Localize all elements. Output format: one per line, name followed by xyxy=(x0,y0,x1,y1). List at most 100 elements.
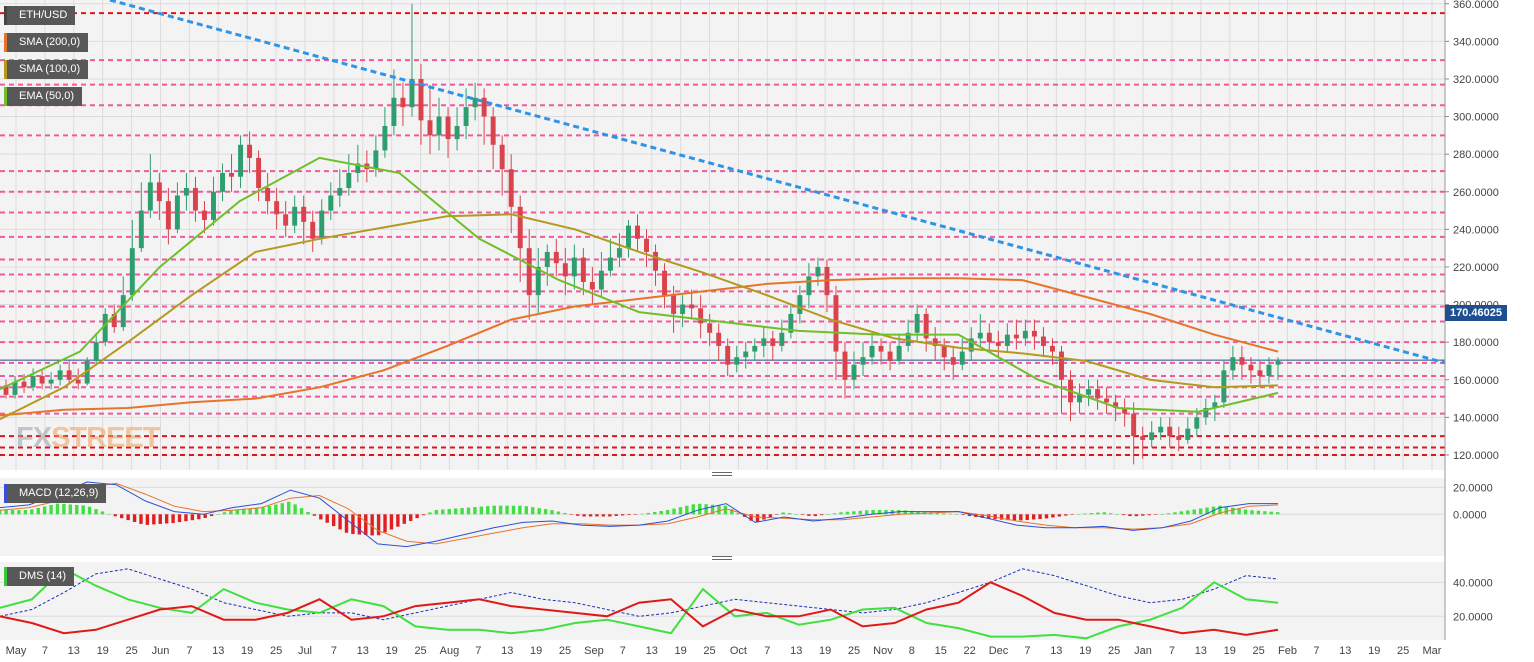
candle-body xyxy=(607,257,613,271)
macd-histogram-bar xyxy=(787,513,792,515)
date-tick-label: 19 xyxy=(386,645,398,657)
macd-histogram-bar xyxy=(640,513,644,515)
candle-body xyxy=(427,120,433,136)
candle-body xyxy=(878,345,884,352)
candle-body xyxy=(1013,334,1019,339)
date-tick-label: Jun xyxy=(152,645,170,657)
candle-body xyxy=(1086,389,1092,395)
candle-body xyxy=(959,351,965,365)
macd-histogram-bar xyxy=(518,505,522,515)
macd-histogram-bar xyxy=(1218,505,1222,515)
candle-body xyxy=(644,238,649,252)
macd-histogram-bar xyxy=(614,514,618,516)
candle-body xyxy=(797,295,803,314)
date-tick-label: 25 xyxy=(703,645,715,657)
macd-histogram-bar xyxy=(434,509,439,515)
candle-body xyxy=(391,97,397,126)
macd-histogram-bar xyxy=(698,503,702,515)
date-tick-label: 13 xyxy=(790,645,802,657)
dmi-plus-line xyxy=(0,567,1279,640)
macd-histogram-bar xyxy=(948,513,952,515)
candle-body xyxy=(265,188,271,202)
macd-histogram-bar xyxy=(94,509,98,515)
macd-histogram-bar xyxy=(17,510,21,515)
date-tick-label: 7 xyxy=(1169,645,1175,657)
candle-body xyxy=(517,206,523,249)
candle-body xyxy=(1049,345,1055,352)
candle-body xyxy=(355,163,361,173)
macd-histogram-bar xyxy=(23,510,28,515)
date-tick-label: 22 xyxy=(964,645,976,657)
candle-body xyxy=(1185,428,1191,440)
candle-body xyxy=(716,332,722,346)
date-tick-label: Oct xyxy=(730,645,747,657)
macd-histogram-bar xyxy=(344,514,349,533)
candle-body xyxy=(752,345,758,352)
candle-body xyxy=(490,116,496,145)
macd-histogram-bar xyxy=(582,514,586,517)
main-macd-separator-gap xyxy=(0,470,1534,478)
macd-histogram-bar xyxy=(0,510,2,515)
macd-histogram-bar xyxy=(1263,511,1267,515)
candle-body xyxy=(662,270,668,296)
candle-body xyxy=(1022,330,1028,339)
macd-dms-separator-gap xyxy=(0,554,1534,562)
date-tick-label: 25 xyxy=(414,645,426,657)
macd-histogram-bar xyxy=(646,512,651,515)
dms-tick-label: 40.0000 xyxy=(1453,577,1493,589)
macd-histogram-bar xyxy=(1198,508,1203,515)
macd-histogram-bar xyxy=(1070,514,1074,515)
macd-histogram-bar xyxy=(267,506,272,515)
candle-body xyxy=(1140,436,1146,440)
sma100-label: SMA (100,0) xyxy=(4,60,89,79)
candle-body xyxy=(1266,364,1272,376)
candle-body xyxy=(1176,436,1182,440)
macd-histogram-bar xyxy=(1153,514,1158,515)
date-tick-label: 13 xyxy=(68,645,80,657)
macd-histogram-bar xyxy=(235,509,240,515)
macd-histogram-bar xyxy=(1083,513,1087,515)
macd-histogram-bar xyxy=(184,514,188,522)
macd-histogram-bar xyxy=(364,514,368,535)
macd-histogram-bar xyxy=(575,514,580,516)
date-tick-label: 7 xyxy=(186,645,192,657)
macd-histogram-bar xyxy=(1038,514,1042,520)
macd-histogram-bar xyxy=(768,514,773,518)
macd-histogram-bar xyxy=(152,514,156,525)
macd-histogram-bar xyxy=(1102,512,1107,515)
candle-body xyxy=(1059,351,1064,380)
macd-histogram-bar xyxy=(1031,514,1036,520)
candle-body xyxy=(274,201,280,215)
candle-body xyxy=(211,191,216,220)
price-tick-label: 320.0000 xyxy=(1453,74,1499,86)
candle-body xyxy=(914,313,920,333)
macd-histogram-bar xyxy=(1141,514,1145,516)
date-tick-label: 13 xyxy=(1339,645,1351,657)
macd-histogram-bar xyxy=(884,510,888,515)
candle-body xyxy=(75,379,81,384)
candle-body xyxy=(229,172,235,177)
date-tick-label: 25 xyxy=(125,645,137,657)
macd-line xyxy=(0,481,1278,548)
candle-body xyxy=(319,210,325,239)
macd-histogram-bar xyxy=(1076,513,1081,515)
macd-histogram-bar xyxy=(466,507,471,515)
candle-body xyxy=(625,225,631,249)
candle-body xyxy=(977,332,983,339)
macd-histogram-bar xyxy=(1231,507,1235,515)
candle-body xyxy=(445,116,451,140)
macd-histogram-bar xyxy=(402,514,406,524)
macd-tick-label: 0.0000 xyxy=(1453,509,1487,521)
macd-histogram-bar xyxy=(254,508,259,515)
macd-histogram-bar xyxy=(736,513,740,515)
date-tick-label: 19 xyxy=(530,645,542,657)
macd-histogram-bar xyxy=(1276,512,1280,515)
candle-body xyxy=(905,332,911,346)
macd-histogram-bar xyxy=(845,511,850,515)
date-tick-label: 25 xyxy=(1397,645,1409,657)
candle-body xyxy=(725,345,731,365)
candle-body xyxy=(1077,394,1083,403)
candle-body xyxy=(806,276,812,296)
macd-histogram-bar xyxy=(543,509,548,515)
